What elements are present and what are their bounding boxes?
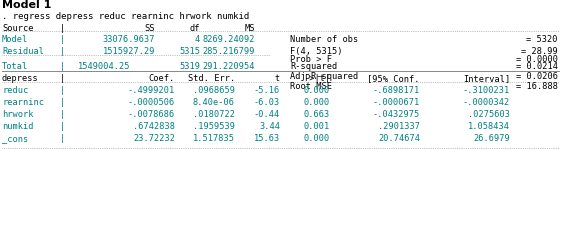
Text: .0275603: .0275603 xyxy=(468,110,510,119)
Text: .6742838: .6742838 xyxy=(133,122,175,131)
Text: 0.000: 0.000 xyxy=(304,98,330,107)
Text: . regress depress reduc rearninc hrwork numkid: . regress depress reduc rearninc hrwork … xyxy=(2,12,249,21)
Text: Residual: Residual xyxy=(2,47,44,56)
Text: 20.74674: 20.74674 xyxy=(378,134,420,143)
Text: |: | xyxy=(60,110,65,119)
Text: Number of obs: Number of obs xyxy=(290,35,358,44)
Text: Coef.: Coef. xyxy=(149,74,175,83)
Text: -.4999201: -.4999201 xyxy=(128,86,175,95)
Text: Total: Total xyxy=(2,62,28,71)
Text: .0180722: .0180722 xyxy=(193,110,235,119)
Text: = 0.0214: = 0.0214 xyxy=(516,62,558,71)
Text: SS: SS xyxy=(145,24,155,33)
Text: |: | xyxy=(60,98,65,107)
Text: Model 1: Model 1 xyxy=(2,0,52,10)
Text: -.0000342: -.0000342 xyxy=(463,98,510,107)
Text: 0.663: 0.663 xyxy=(304,110,330,119)
Text: rearninc: rearninc xyxy=(2,98,44,107)
Text: |: | xyxy=(60,86,65,95)
Text: 0.001: 0.001 xyxy=(304,122,330,131)
Text: reduc: reduc xyxy=(2,86,28,95)
Text: [95% Conf.: [95% Conf. xyxy=(367,74,420,83)
Text: P>|t|: P>|t| xyxy=(304,74,330,83)
Text: -.6898171: -.6898171 xyxy=(373,86,420,95)
Text: = 0.0206: = 0.0206 xyxy=(516,72,558,81)
Text: R-squared: R-squared xyxy=(290,62,337,71)
Text: 4: 4 xyxy=(195,35,200,44)
Text: = 16.888: = 16.888 xyxy=(516,82,558,91)
Text: 1.058434: 1.058434 xyxy=(468,122,510,131)
Text: 5315: 5315 xyxy=(179,47,200,56)
Text: -5.16: -5.16 xyxy=(254,86,280,95)
Text: MS: MS xyxy=(245,24,255,33)
Text: Prob > F: Prob > F xyxy=(290,55,332,64)
Text: df: df xyxy=(190,24,200,33)
Text: = 5320: = 5320 xyxy=(527,35,558,44)
Text: 3.44: 3.44 xyxy=(259,122,280,131)
Text: 0.000: 0.000 xyxy=(304,86,330,95)
Text: = 0.0000: = 0.0000 xyxy=(516,55,558,64)
Text: 1515927.29: 1515927.29 xyxy=(103,47,155,56)
Text: 8269.24092: 8269.24092 xyxy=(203,35,255,44)
Text: -.0000506: -.0000506 xyxy=(128,98,175,107)
Text: Source: Source xyxy=(2,24,34,33)
Text: -0.44: -0.44 xyxy=(254,110,280,119)
Text: 26.6979: 26.6979 xyxy=(473,134,510,143)
Text: 1.517835: 1.517835 xyxy=(193,134,235,143)
Text: |: | xyxy=(60,122,65,131)
Text: 8.40e-06: 8.40e-06 xyxy=(193,98,235,107)
Text: 291.220954: 291.220954 xyxy=(203,62,255,71)
Text: Root MSE: Root MSE xyxy=(290,82,332,91)
Text: -.3100231: -.3100231 xyxy=(463,86,510,95)
Text: Adj R-squared: Adj R-squared xyxy=(290,72,358,81)
Text: |: | xyxy=(60,47,65,56)
Text: |: | xyxy=(60,134,65,143)
Text: 285.216799: 285.216799 xyxy=(203,47,255,56)
Text: Model: Model xyxy=(2,35,28,44)
Text: -.0078686: -.0078686 xyxy=(128,110,175,119)
Text: Interval]: Interval] xyxy=(463,74,510,83)
Text: 1549004.25: 1549004.25 xyxy=(77,62,130,71)
Text: |: | xyxy=(60,24,65,33)
Text: 0.000: 0.000 xyxy=(304,134,330,143)
Text: _cons: _cons xyxy=(2,134,28,143)
Text: 15.63: 15.63 xyxy=(254,134,280,143)
Text: -6.03: -6.03 xyxy=(254,98,280,107)
Text: .2901337: .2901337 xyxy=(378,122,420,131)
Text: 5319: 5319 xyxy=(179,62,200,71)
Text: .0968659: .0968659 xyxy=(193,86,235,95)
Text: -.0432975: -.0432975 xyxy=(373,110,420,119)
Text: |: | xyxy=(60,35,65,44)
Text: F(4, 5315): F(4, 5315) xyxy=(290,47,343,56)
Text: = 28.99: = 28.99 xyxy=(521,47,558,56)
Text: |: | xyxy=(60,74,65,83)
Text: -.0000671: -.0000671 xyxy=(373,98,420,107)
Text: 33076.9637: 33076.9637 xyxy=(103,35,155,44)
Text: 23.72232: 23.72232 xyxy=(133,134,175,143)
Text: hrwork: hrwork xyxy=(2,110,34,119)
Text: Std. Err.: Std. Err. xyxy=(188,74,235,83)
Text: |: | xyxy=(60,62,65,71)
Text: .1959539: .1959539 xyxy=(193,122,235,131)
Text: numkid: numkid xyxy=(2,122,34,131)
Text: t: t xyxy=(275,74,280,83)
Text: depress: depress xyxy=(2,74,39,83)
